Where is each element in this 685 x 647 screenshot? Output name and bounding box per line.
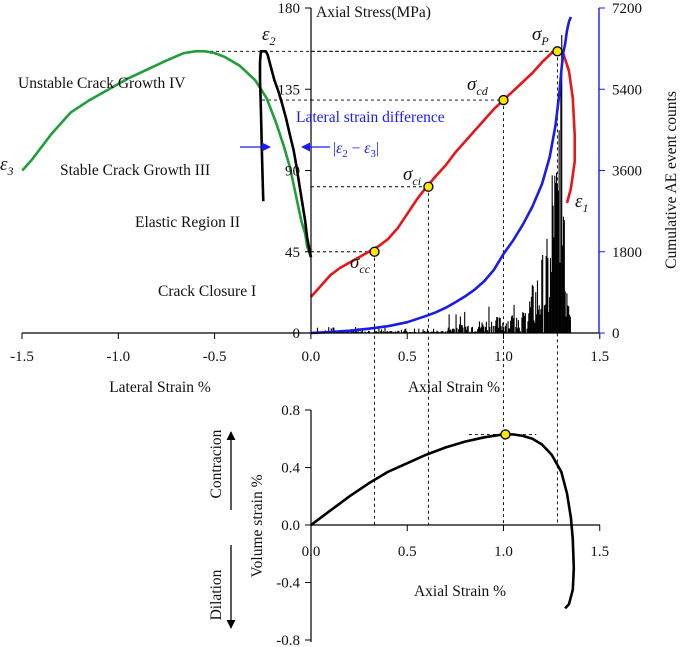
contraction-label: Contracion: [208, 429, 225, 498]
right-y-tick-label: 0: [612, 326, 620, 342]
sigma-cc-label: σcc: [350, 252, 371, 276]
epsilon-2-curve: [258, 50, 313, 258]
x-tick-label: 0.5: [398, 349, 417, 365]
x-tick-label: 1.0: [494, 349, 513, 365]
bottom-y-tick-label: -0.4: [276, 576, 300, 592]
axial-strain-title-top: Axial Strain %: [408, 379, 500, 396]
bottom-y-tick-label: 0.0: [281, 518, 300, 534]
curves: [21, 16, 576, 335]
axial-strain-title-bottom: Axial Strain %: [414, 583, 506, 600]
bottom-y-tick-label: -0.8: [276, 633, 300, 647]
region-label-elastic: Elastic Region II: [135, 214, 240, 231]
epsilon-3-label: ε3: [0, 154, 14, 178]
threshold-marker: [552, 46, 563, 57]
threshold-markers: [369, 46, 563, 257]
left-y-tick-label: 90: [285, 164, 300, 180]
bottom-y-tick-label: 0.8: [281, 403, 300, 419]
sigma-cd-label: σcd: [467, 74, 489, 98]
axis-ticks: -1.5 -1.0 -0.5 0.0 0.5 1.0 1.50459013518001800…: [10, 1, 642, 365]
bottom-axis-ticks: 0.0 0.5 1.0 1.50.80.40.0-0.4-0.8: [276, 403, 609, 647]
x-tick-label: 1.5: [590, 349, 609, 365]
left-y-tick-label: 45: [285, 245, 300, 261]
volume-strain-curve: [310, 429, 576, 610]
difference-formula: |ε2 − ε3|: [333, 140, 379, 160]
bottom-x-tick-label: 1.5: [590, 544, 609, 560]
right-y-tick-label: 3600: [612, 164, 642, 180]
bottom-x-tick-label: 0.0: [302, 544, 321, 560]
lateral-strain-difference-label: Lateral strain difference: [296, 109, 445, 126]
x-tick-label: -1.5: [10, 349, 34, 365]
right-y-tick-label: 1800: [612, 245, 642, 261]
bottom-y-tick-label: 0.4: [281, 461, 300, 477]
x-tick-label: -0.5: [203, 349, 227, 365]
epsilon-3-curve: [21, 50, 313, 258]
right-y-tick-label: 7200: [612, 1, 642, 17]
threshold-marker: [423, 181, 434, 192]
sigma-p-label: σP: [532, 24, 549, 48]
right-y-axis-title: Cumulative AE event counts: [663, 91, 680, 269]
volume-strain-title: Volume strain %: [249, 474, 266, 577]
left-y-tick-label: 180: [278, 1, 301, 17]
bottom-x-tick-label: 1.0: [494, 544, 513, 560]
volume-strain-chart: 0.0 0.5 1.0 1.50.80.40.0-0.4-0.8 Volume str…: [208, 403, 609, 647]
threshold-guides: [192, 50, 558, 525]
region-label-closure: Crack Closure I: [158, 283, 256, 300]
epsilon-2-label: ε2: [262, 24, 276, 48]
axial-stress-curve: [310, 50, 576, 298]
bottom-x-tick-label: 0.5: [398, 544, 417, 560]
threshold-marker: [369, 246, 380, 257]
dilation-label: Dilation: [208, 569, 225, 620]
ae-histogram: [314, 35, 571, 333]
region-label-unstable: Unstable Crack Growth IV: [18, 75, 186, 92]
left-y-tick-label: 135: [278, 82, 301, 98]
right-y-tick-label: 5400: [612, 82, 642, 98]
lateral-strain-title: Lateral Strain %: [109, 379, 211, 396]
region-label-stable: Stable Crack Growth III: [60, 162, 210, 179]
epsilon-1-label: ε1: [575, 191, 589, 215]
left-y-axis-title: Axial Stress(MPa): [316, 4, 431, 21]
left-y-tick-label: 0: [293, 326, 301, 342]
ae-cumulative-curve: [310, 16, 573, 335]
sigma-ci-label: σci: [403, 164, 421, 188]
threshold-labels: σcc σci σcd σP: [350, 24, 549, 276]
volume-peak-marker: [500, 429, 511, 440]
threshold-marker: [498, 94, 509, 106]
x-tick-label: 0.0: [302, 349, 321, 365]
x-tick-label: -1.0: [106, 349, 130, 365]
stress-strain-chart: -1.5 -1.0 -0.5 0.0 0.5 1.0 1.50459013518001800…: [0, 1, 680, 525]
